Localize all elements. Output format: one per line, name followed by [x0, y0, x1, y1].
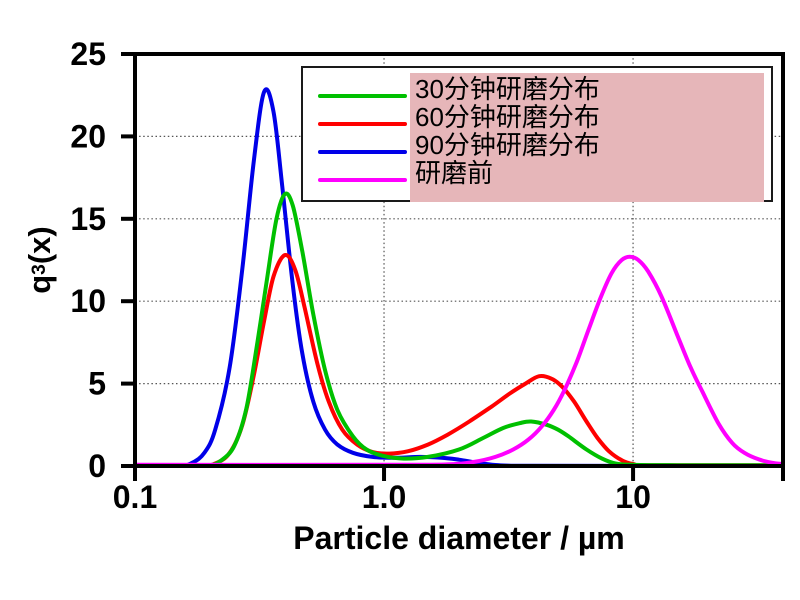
- x-tick-label: 1.0: [362, 479, 406, 515]
- curves-layer: [133, 87, 785, 468]
- legend-line-30min: [318, 94, 407, 98]
- y-tick-label: 25: [70, 36, 106, 72]
- plot-frame: [133, 52, 785, 468]
- y-axis-title: q 3 (x): [22, 226, 57, 294]
- curve-series-2: [133, 87, 785, 468]
- y-tick-label: 20: [70, 118, 106, 154]
- curve-series-3: [133, 254, 785, 467]
- legend-line-60min: [318, 122, 407, 126]
- y-tick-label: 15: [70, 201, 106, 237]
- y-tick-label: 5: [88, 366, 106, 402]
- legend-label-90min: 90分钟研磨分布: [415, 130, 600, 160]
- y-tick-label: 10: [70, 283, 106, 319]
- curve-series-1: [133, 253, 785, 468]
- curve-series-0: [133, 191, 785, 468]
- y-axis-title-rest: (x): [22, 226, 57, 265]
- legend-label-30min: 30分钟研磨分布: [415, 74, 600, 104]
- y-axis-title-base: q: [22, 274, 57, 294]
- y-tick-label: 0: [88, 448, 106, 484]
- legend-label-before: 研磨前: [415, 158, 494, 188]
- x-tick-label: 0.1: [113, 479, 157, 515]
- x-axis-title: Particle diameter / µm: [293, 520, 625, 556]
- legend-label-60min: 60分钟研磨分布: [415, 102, 600, 132]
- legend-line-before: [318, 178, 407, 182]
- x-tick-label: 10: [615, 479, 651, 515]
- legend-highlight: [410, 73, 764, 202]
- legend-line-90min: [318, 150, 407, 154]
